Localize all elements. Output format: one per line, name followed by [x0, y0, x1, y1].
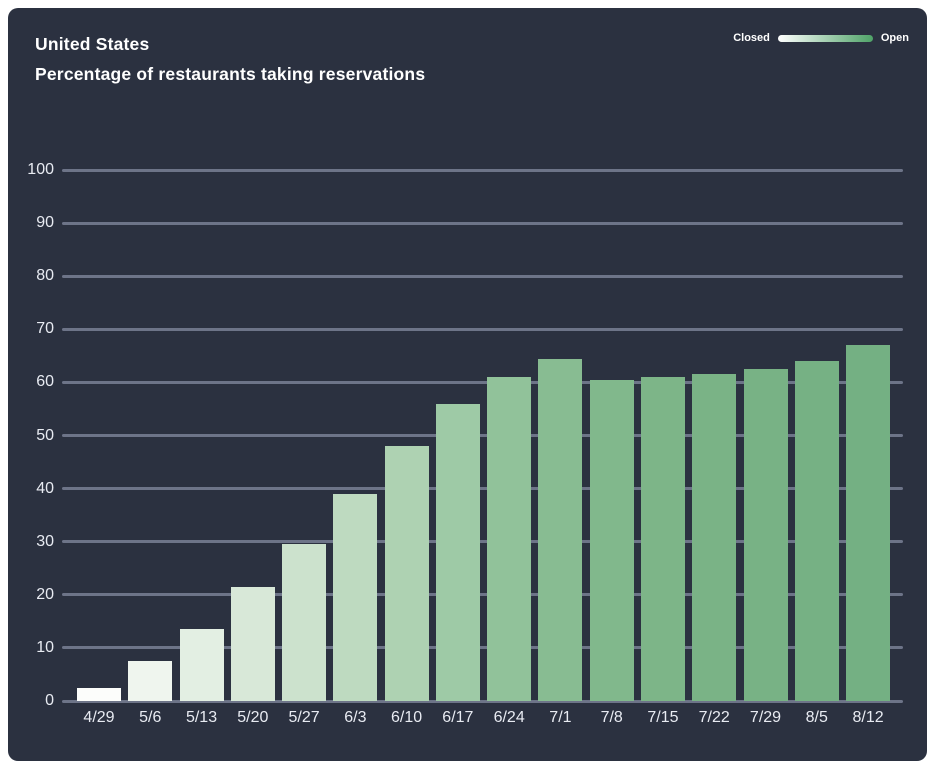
gridline-0	[62, 699, 903, 703]
gridline-50	[62, 434, 903, 437]
bar-7/22[interactable]	[692, 374, 737, 701]
bar-8/12[interactable]	[846, 345, 891, 701]
bar-7/1[interactable]	[538, 358, 583, 701]
x-axis-tick-label-5/6: 5/6	[139, 709, 162, 726]
bar-8/5[interactable]	[794, 361, 839, 701]
y-axis-tick-label-50: 50	[36, 426, 54, 444]
bar-4/29[interactable]	[77, 687, 121, 701]
x-axis-tick-label-7/29: 7/29	[749, 709, 782, 726]
bar-7/29[interactable]	[743, 369, 788, 701]
y-axis-tick-label-20: 20	[36, 585, 54, 603]
legend-closed-label: Closed	[733, 32, 770, 44]
gridline-80	[62, 274, 903, 278]
x-axis-tick-label-7/8: 7/8	[600, 709, 623, 726]
chart-title: United States	[35, 34, 150, 54]
chart-card: United States Percentage of restaurants …	[8, 8, 927, 761]
x-axis-tick-label-6/24: 6/24	[493, 709, 525, 726]
y-axis-tick-label-30: 30	[36, 532, 54, 550]
bar-chart-plot: 0 10 20 30 40 50 60 70 80 90 100 4/29 5/6 5/13 5/20 5/…	[8, 8, 927, 761]
chart-header: United States Percentage of restaurants …	[35, 34, 425, 85]
x-axis-tick-label-5/20: 5/20	[237, 709, 269, 726]
y-axis-tick-label-80: 80	[36, 267, 54, 285]
y-axis-tick-label-90: 90	[36, 214, 54, 232]
legend-gradient-bar	[777, 34, 873, 42]
bar-5/13[interactable]	[179, 629, 224, 701]
x-axis-tick-label-7/22: 7/22	[698, 709, 730, 726]
bar-6/10[interactable]	[384, 446, 429, 701]
y-axis-tick-label-70: 70	[36, 320, 54, 338]
x-axis-tick-label-6/17: 6/17	[442, 709, 474, 726]
y-axis-tick-label-10: 10	[36, 638, 54, 656]
x-axis-tick-label-8/12: 8/12	[852, 709, 884, 726]
x-axis-tick-label-5/27: 5/27	[288, 709, 320, 726]
gridline-20	[62, 593, 903, 597]
chart-subtitle: Percentage of restaurants taking reserva…	[35, 64, 426, 84]
y-axis-tick-label-100: 100	[27, 161, 54, 178]
x-axis-tick-label-6/3: 6/3	[344, 709, 367, 726]
gridline-60	[62, 380, 903, 384]
bar-6/3[interactable]	[333, 493, 378, 701]
x-axis-tick-label-7/1: 7/1	[549, 709, 572, 726]
y-axis-tick-label-40: 40	[36, 479, 54, 497]
gridline-70	[62, 327, 903, 331]
legend: Closed Open	[733, 32, 909, 44]
gridline-100	[62, 168, 903, 172]
bar-5/20[interactable]	[230, 586, 275, 701]
x-axis-tick-label-8/5: 8/5	[805, 709, 828, 726]
x-axis-tick-label-5/13: 5/13	[185, 709, 218, 726]
x-axis-tick-label-7/15: 7/15	[647, 709, 679, 726]
bar-5/27[interactable]	[282, 544, 327, 701]
y-axis-tick-label-0: 0	[45, 692, 54, 709]
legend-open-label: Open	[880, 32, 909, 44]
gridline-10	[62, 646, 903, 650]
x-axis-tick-label-4/29: 4/29	[83, 709, 115, 726]
gridline-40	[62, 487, 903, 491]
bar-7/15[interactable]	[640, 377, 685, 701]
gridline-90	[62, 221, 903, 225]
bar-7/8[interactable]	[589, 379, 634, 701]
bar-5/6[interactable]	[128, 661, 173, 701]
bar-6/17[interactable]	[435, 403, 480, 701]
y-axis-tick-label-60: 60	[36, 373, 54, 391]
gridline-30	[62, 540, 903, 544]
bar-6/24[interactable]	[487, 377, 532, 701]
x-axis-tick-label-6/10: 6/10	[391, 709, 423, 726]
